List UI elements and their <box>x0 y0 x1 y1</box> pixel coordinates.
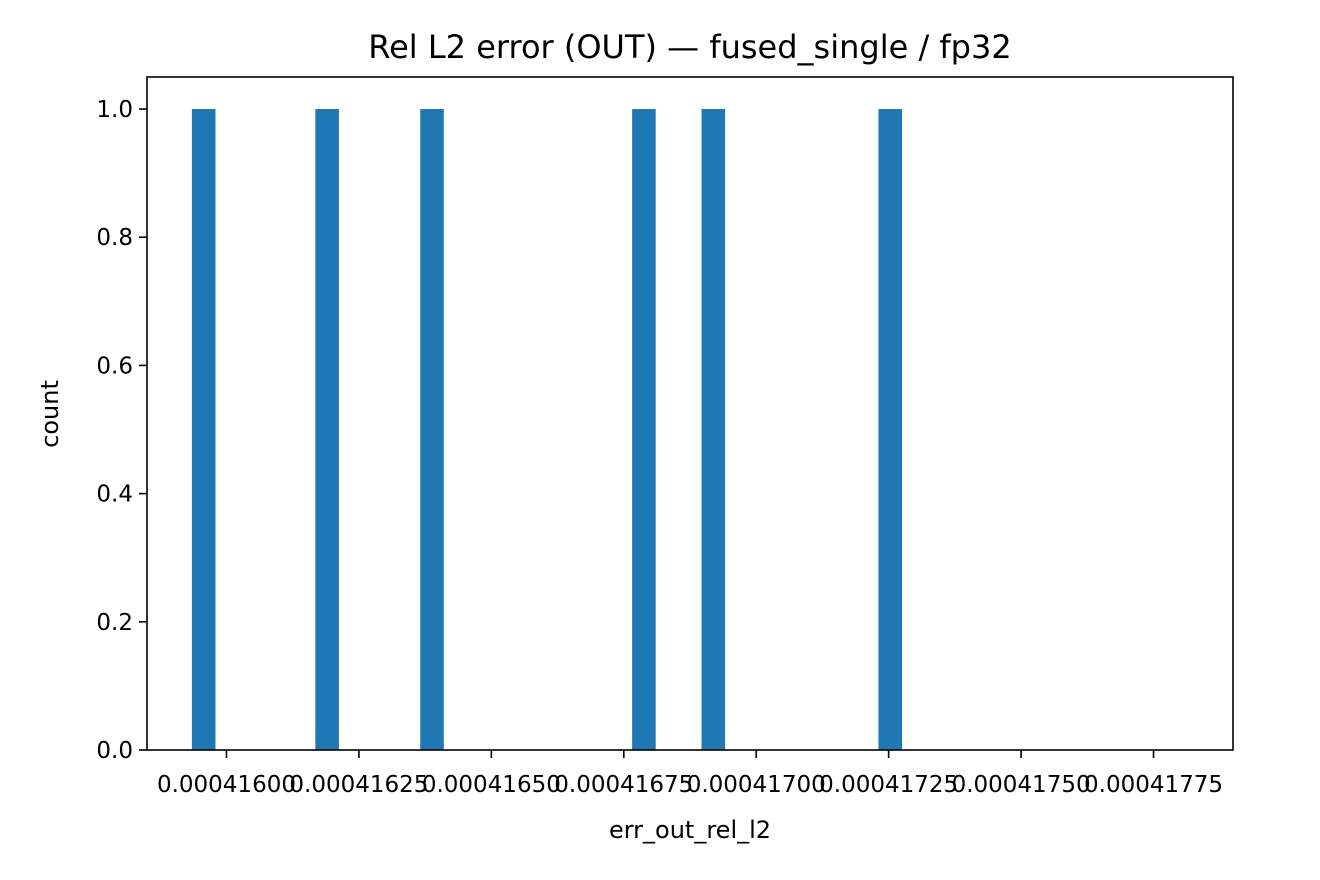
y-axis-label: count <box>36 380 64 448</box>
x-tick-label: 0.00041700 <box>687 772 826 798</box>
y-tick-label: 0.2 <box>96 610 133 636</box>
histogram-bar <box>191 109 216 751</box>
x-tick-label: 0.00041750 <box>952 772 1091 798</box>
y-tick-label: 0.0 <box>96 738 133 764</box>
x-tick-label: 0.00041625 <box>289 772 428 798</box>
histogram-bar <box>701 109 726 751</box>
histogram-bar <box>315 109 339 751</box>
x-tick-label: 0.00041600 <box>157 772 296 798</box>
y-tick-label: 0.6 <box>96 353 133 379</box>
histogram-bar <box>420 109 444 751</box>
x-tick-label: 0.00041650 <box>422 772 561 798</box>
y-tick-label: 0.4 <box>96 482 133 508</box>
x-tick-label: 0.00041775 <box>1084 772 1223 798</box>
y-axis-ticks: 0.0 0.2 0.4 0.6 0.8 1.0 <box>96 97 147 764</box>
histogram-bar <box>632 109 656 751</box>
histogram-bar <box>878 109 903 751</box>
plot-frame <box>146 76 1234 751</box>
x-axis-ticks: 0.000416000.000416250.000416500.00041675… <box>157 750 1223 798</box>
y-tick-label: 0.8 <box>96 225 133 251</box>
x-tick-label: 0.00041725 <box>819 772 958 798</box>
y-tick-label: 1.0 <box>96 97 133 123</box>
x-axis-label: err_out_rel_l2 <box>609 816 771 844</box>
x-tick-label: 0.00041675 <box>554 772 693 798</box>
bars-group <box>191 109 903 751</box>
chart-title: Rel L2 error (OUT) — fused_single / fp32 <box>368 28 1011 66</box>
